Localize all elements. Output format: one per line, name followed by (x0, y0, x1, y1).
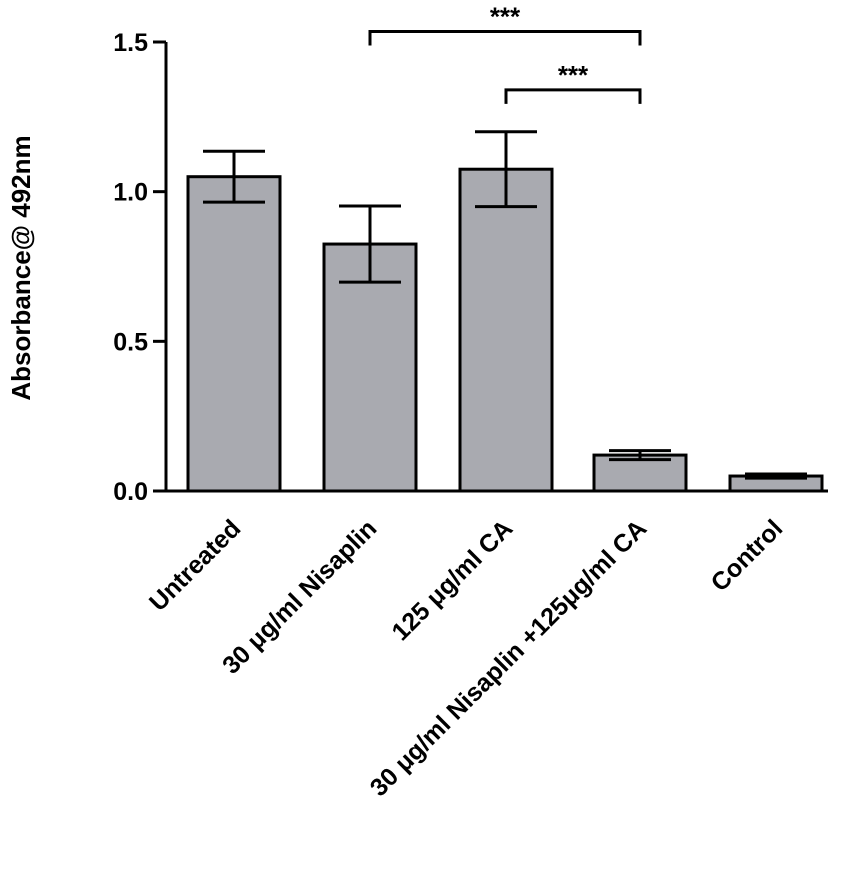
significance-label: *** (490, 2, 521, 32)
y-tick-label: 0.5 (113, 328, 148, 356)
significance-bracket: *** (504, 60, 642, 104)
error-bar (609, 449, 671, 462)
error-bar (475, 130, 537, 209)
bars (186, 167, 824, 493)
error-bar (339, 204, 401, 284)
error-bar (203, 149, 265, 204)
significance-bracket: *** (368, 2, 642, 46)
error-bars (203, 130, 807, 480)
category-label: 30 μg/ml Nisaplin (217, 514, 382, 679)
bar (186, 175, 282, 493)
category-label: 125 μg/ml CA (386, 514, 518, 646)
bar (458, 167, 554, 493)
category-label: Control (706, 514, 789, 597)
significance-brackets: *** *** (368, 2, 642, 104)
y-axis-label: Absorbance@ 492nm (6, 135, 36, 400)
y-tick-label: 1.5 (113, 29, 148, 57)
significance-label: *** (558, 60, 589, 90)
category-label: 30 μg/ml Nisaplin +125μg/ml CA (365, 514, 653, 802)
category-label: Untreated (144, 514, 246, 616)
error-bar (745, 472, 807, 480)
y-tick-label: 1.0 (113, 179, 148, 207)
y-tick-label: 0.0 (113, 478, 148, 506)
